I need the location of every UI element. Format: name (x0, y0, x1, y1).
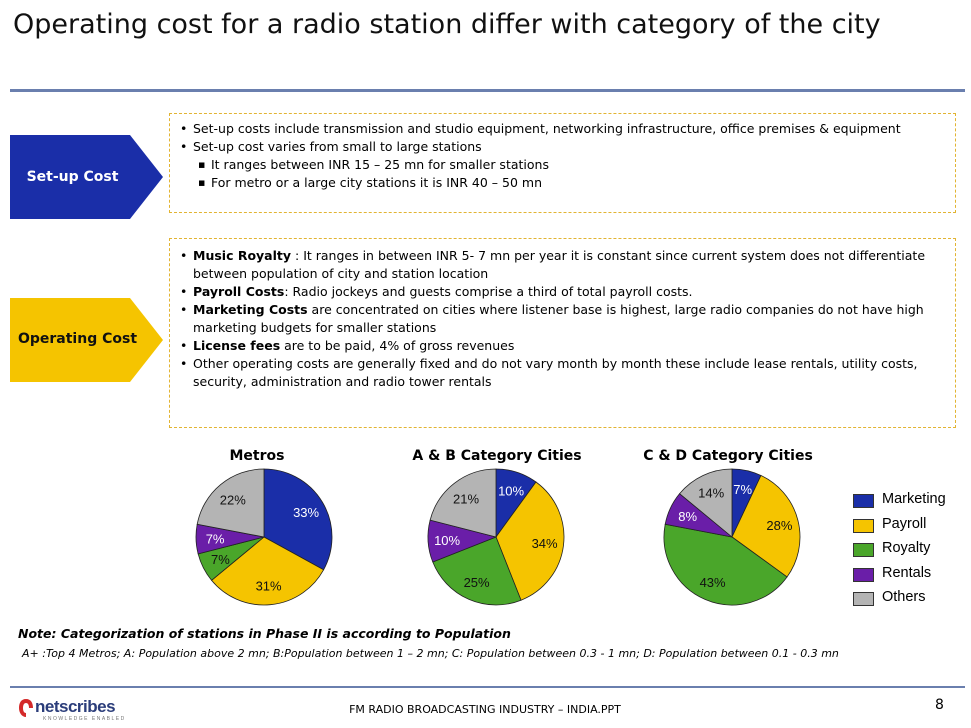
legend-swatch (853, 543, 874, 557)
footer-divider (10, 686, 965, 688)
footer-document-name: FM RADIO BROADCASTING INDUSTRY – INDIA.P… (349, 703, 621, 716)
pie-data-label: 14% (698, 486, 724, 501)
pie-slice-others (196, 468, 265, 538)
page-number: 8 (935, 697, 944, 713)
pie-data-label: 10% (434, 533, 460, 548)
operating-bullet: Music Royalty : It ranges in between INR… (180, 247, 947, 283)
slide-title: Operating cost for a radio station diffe… (13, 9, 881, 40)
legend-label: Rentals (882, 564, 932, 581)
setup-bullet-list: Set-up costs include transmission and st… (180, 120, 947, 192)
pie-data-label: 7% (211, 552, 230, 567)
pie-data-label: 21% (453, 491, 479, 506)
operating-bullet-text: : Radio jockeys and guests comprise a th… (284, 284, 693, 299)
legend-swatch (853, 592, 874, 606)
pie-slice-payroll (731, 474, 801, 578)
operating-bullet-heading: Payroll Costs (193, 284, 285, 299)
legend-swatch (853, 567, 874, 582)
pie-data-label: 34% (532, 536, 558, 551)
pie-data-label: 31% (256, 579, 282, 594)
pie-slice-royalty (197, 536, 265, 581)
pie-data-label: 7% (733, 482, 752, 497)
setup-bullet: Set-up costs include transmission and st… (180, 120, 947, 138)
categorization-note: Note: Categorization of stations in Phas… (18, 626, 511, 641)
pie-slice-payroll (211, 536, 325, 606)
pie-data-label: 8% (678, 509, 697, 524)
legend-label: Marketing (882, 491, 946, 507)
setup-bullets-box: Set-up costs include transmission and st… (169, 113, 956, 213)
operating-bullet: Payroll Costs: Radio jockeys and guests … (180, 283, 947, 301)
setup-bullet: Set-up cost varies from small to large s… (180, 138, 947, 156)
logo-tagline: KNOWLEDGE ENABLED (43, 716, 126, 722)
legend-label: Royalty (882, 540, 931, 556)
pie-title-metros: Metros (229, 448, 285, 464)
pie-slice-marketing (731, 468, 762, 538)
operating-bullet: License fees are to be paid, 4% of gross… (180, 337, 947, 355)
operating-arrow-shape (10, 298, 163, 382)
pie-slice-royalty (432, 536, 522, 606)
legend-label: Others (882, 589, 926, 605)
pie-data-label: 10% (498, 483, 524, 498)
legend-label: Payroll (882, 515, 927, 532)
legend-swatch (853, 494, 874, 508)
operating-bullets-box: Music Royalty : It ranges in between INR… (169, 238, 956, 428)
pie-slice-others (679, 468, 733, 538)
pie-slice-marketing (495, 468, 537, 539)
pie-data-label: 43% (700, 575, 726, 590)
operating-bullet-heading: Marketing Costs (193, 302, 308, 317)
setup-label: Set-up Cost (26, 169, 119, 185)
pie-data-label: 22% (220, 492, 246, 507)
pie-data-label: 28% (766, 518, 792, 533)
operating-bullet: Other operating costs are generally fixe… (180, 355, 947, 391)
operating-bullet-text: : It ranges in between INR 5- 7 mn per y… (193, 248, 926, 281)
categorization-detail: A+ :Top 4 Metros; A: Population above 2 … (22, 647, 839, 660)
pie-data-label: 33% (293, 505, 319, 520)
setup-bullet: For metro or a large city stations it is… (180, 174, 947, 192)
pie-chart-1: 10% 34% 25% 10% 21% (427, 468, 565, 606)
pie-chart-2: 7% 28% 43% 8%14% (663, 468, 801, 606)
pie-slice-marketing (263, 468, 333, 571)
operating-bullet-heading: Music Royalty (193, 248, 292, 263)
operating-bullet-heading: License fees (193, 338, 281, 353)
operating-label: Operating Cost (17, 331, 138, 347)
pie-slice-royalty (663, 523, 788, 606)
operating-bullet-list: Music Royalty : It ranges in between INR… (180, 247, 947, 391)
title-divider (10, 89, 965, 92)
operating-bullet-text: Other operating costs are generally fixe… (193, 356, 918, 389)
pie-title-ab: A & B Category Cities (412, 448, 582, 464)
pie-slice-rentals (427, 519, 498, 563)
pie-data-label: 25% (464, 575, 490, 590)
operating-bullet: Marketing Costs are concentrated on citi… (180, 301, 947, 337)
pie-slice-payroll (495, 481, 565, 601)
operating-bullet-text: are to be paid, 4% of gross revenues (280, 338, 515, 353)
pie-title-cd: C & D Category Cities (643, 448, 813, 464)
setup-bullet: It ranges between INR 15 – 25 mn for sma… (180, 156, 947, 174)
pie-data-label: 7% (206, 532, 225, 547)
legend-swatch (853, 518, 874, 533)
pie-slice-others (429, 468, 497, 538)
pie-slice-rentals (664, 493, 733, 538)
pie-chart-0: 33% 31% 7% 7% 22% (195, 468, 333, 606)
logo-icon (19, 699, 33, 717)
setup-arrow-shape (10, 135, 163, 219)
pie-slice-rentals (195, 523, 265, 555)
logo-text: netscribes (35, 697, 116, 716)
operating-bullet-text: are concentrated on cities where listene… (193, 302, 924, 335)
